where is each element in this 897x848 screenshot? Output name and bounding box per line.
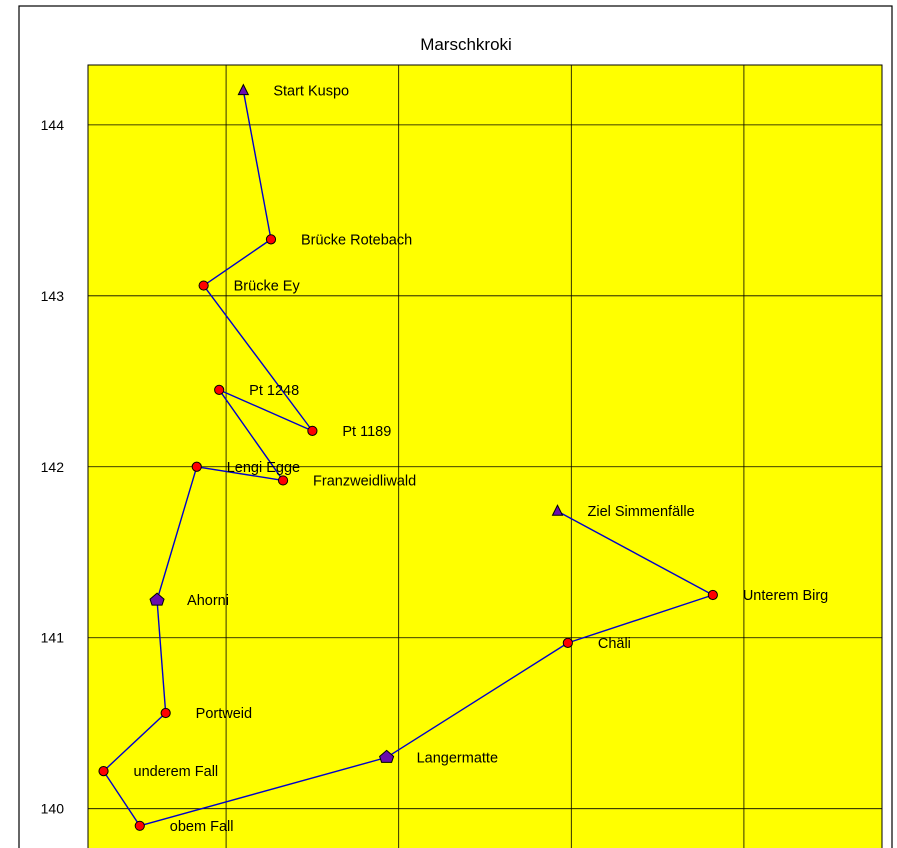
house-marker — [149, 592, 165, 606]
circle-marker — [191, 461, 202, 472]
point-label: Unterem Birg — [743, 588, 828, 604]
point-label: Lengi Egge — [227, 460, 300, 476]
route-segment — [203, 285, 313, 432]
route-segment — [557, 510, 714, 596]
route-segment — [203, 238, 272, 287]
point-label: Franzweidliwald — [313, 473, 416, 489]
circle-marker — [562, 637, 573, 648]
point-label: Pt 1189 — [342, 424, 391, 440]
point-label: Ziel Simmenfälle — [587, 504, 694, 520]
circle-marker — [707, 589, 718, 601]
tick-labels: 601602603604140141142143144 — [41, 117, 65, 817]
point-label: Brücke Rotebach — [301, 232, 412, 248]
point-label: Brücke Ey — [234, 279, 301, 295]
house-marker — [379, 749, 395, 763]
route-markers — [98, 83, 718, 831]
chart-title: Marschkroki — [420, 35, 512, 54]
route-segment — [567, 594, 714, 644]
route-segment — [156, 466, 198, 601]
y-tick-label: 140 — [41, 801, 65, 817]
y-tick-label: 142 — [41, 459, 65, 475]
route-segment — [218, 389, 284, 481]
route-segment — [218, 389, 313, 432]
route-segment — [103, 712, 167, 772]
route-segment — [156, 600, 167, 714]
y-tick-label: 144 — [41, 117, 65, 133]
point-label: Start Kuspo — [273, 84, 349, 100]
triangle-marker — [551, 504, 564, 516]
y-tick-label: 143 — [41, 288, 65, 304]
route-segment — [102, 770, 141, 827]
point-label: Chäli — [598, 636, 631, 652]
route-lines — [102, 90, 714, 827]
circle-marker — [265, 234, 277, 245]
route-segment — [139, 756, 387, 827]
plot-area — [87, 64, 883, 848]
point-label: Portweid — [196, 706, 252, 722]
route-segment — [386, 642, 569, 759]
circle-marker — [198, 280, 209, 291]
point-label: Ahorni — [187, 593, 229, 609]
circle-marker — [134, 820, 145, 831]
y-tick-label: 141 — [41, 630, 65, 646]
route-segment — [242, 90, 272, 240]
point-label: obem Fall — [170, 819, 234, 835]
point-label: Langermatte — [417, 750, 498, 766]
gridlines — [88, 65, 882, 848]
circle-marker — [214, 384, 225, 395]
circle-marker — [307, 425, 318, 436]
triangle-marker — [237, 83, 250, 96]
circle-marker — [98, 765, 109, 777]
point-label: underem Fall — [134, 764, 219, 780]
point-label: Pt 1248 — [249, 383, 299, 399]
circle-marker — [277, 475, 289, 486]
point-labels: Start Kuspo Brücke Rotebach Brücke Ey Pt 11… — [134, 84, 829, 835]
circle-marker — [160, 707, 171, 719]
route-segment — [196, 466, 284, 482]
